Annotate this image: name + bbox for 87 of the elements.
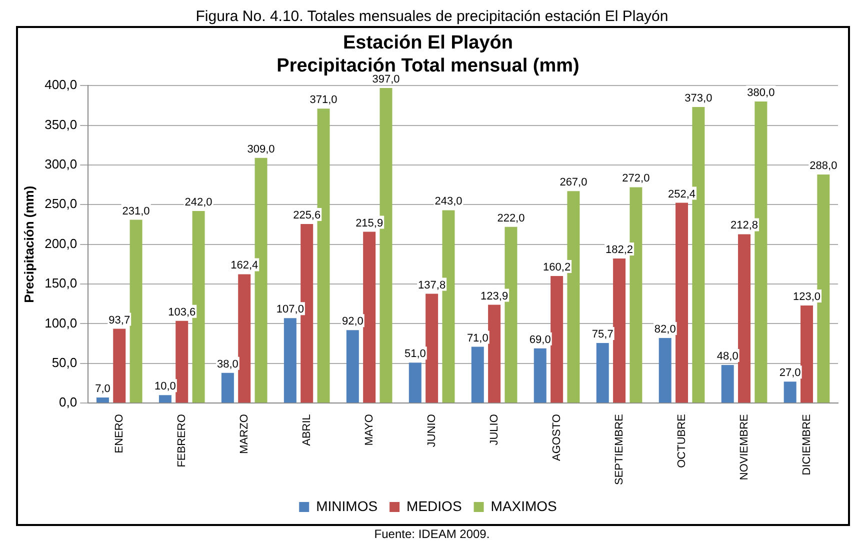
y-axis-title: Precipitación (mm) <box>21 186 36 303</box>
bar <box>471 346 484 403</box>
data-label: 397,0 <box>372 74 400 86</box>
data-label: 107,0 <box>276 304 304 316</box>
x-tick-label: SEPTIEMBRE <box>613 414 626 485</box>
y-tick-label: 0,0 <box>59 394 78 410</box>
bar <box>550 276 564 403</box>
bar <box>158 395 172 403</box>
x-tick-label: ENERO <box>113 414 126 454</box>
bar <box>363 232 376 403</box>
bar <box>130 220 142 403</box>
data-label: 231,0 <box>122 205 150 218</box>
data-label: 371,0 <box>310 94 338 106</box>
bar <box>238 274 251 403</box>
bar <box>408 362 422 403</box>
data-label: 92,0 <box>342 316 364 328</box>
data-label: 69,0 <box>529 334 551 346</box>
bar <box>96 398 109 403</box>
data-label: 38,0 <box>216 358 238 370</box>
x-tick-label: OCTUBRE <box>676 414 688 468</box>
data-label: 309,0 <box>247 143 275 156</box>
y-tick-label: 150,0 <box>44 276 78 291</box>
data-label: 27,0 <box>779 367 801 380</box>
data-label: 82,0 <box>654 324 676 336</box>
data-label: 252,4 <box>668 188 696 200</box>
data-label: 162,4 <box>230 260 258 272</box>
data-label: 10,0 <box>154 380 176 393</box>
bar <box>221 372 234 403</box>
text: Figura No. 4.10. Totales mensuales de precipitación estación El Playón <box>194 8 670 26</box>
bar <box>596 343 609 403</box>
x-tick-label: MARZO <box>238 414 250 454</box>
bar <box>488 304 501 403</box>
data-label: 380,0 <box>747 87 775 100</box>
x-tick-label: DICIEMBRE <box>800 414 813 476</box>
data-label: 71,0 <box>466 332 488 344</box>
data-label: 160,2 <box>543 261 571 274</box>
y-tick-label: 300,0 <box>44 156 78 172</box>
x-tick-label: JUNIO <box>426 414 438 448</box>
bar <box>534 348 546 403</box>
data-label: 288,0 <box>810 160 838 172</box>
data-label: 7,0 <box>95 383 110 396</box>
x-tick-label: JULIO <box>488 414 500 446</box>
data-label: 123,0 <box>792 290 821 303</box>
x-tick-label: FEBRERO <box>176 414 188 468</box>
bar <box>658 338 672 403</box>
x-tick-label: ABRIL <box>300 414 313 446</box>
y-tick-label: 400,0 <box>44 77 78 92</box>
data-label: 215,9 <box>356 217 384 230</box>
bar <box>676 202 688 403</box>
bar <box>721 364 734 403</box>
bar <box>113 328 126 403</box>
legend-label: MEDIOS <box>406 498 462 514</box>
legend-label: MINIMOS <box>316 498 378 514</box>
x-tick-label: NOVIEMBRE <box>738 414 750 480</box>
bar <box>426 294 438 403</box>
y-tick-label: 200,0 <box>44 236 78 251</box>
x-tick-label: AGOSTO <box>550 414 563 461</box>
data-label: 75,7 <box>592 328 614 341</box>
data-label: 182,2 <box>606 244 634 256</box>
bar <box>738 234 751 403</box>
data-label: 48,0 <box>716 350 738 363</box>
data-label: 51,0 <box>404 348 426 360</box>
data-label: 137,8 <box>418 279 446 292</box>
bar <box>176 320 188 403</box>
data-label: 123,9 <box>480 290 508 302</box>
y-tick-label: 50,0 <box>52 354 78 370</box>
data-label: 225,6 <box>293 210 321 222</box>
data-label: 373,0 <box>684 92 712 105</box>
data-label: 267,0 <box>560 176 588 189</box>
bar <box>784 382 796 403</box>
data-label: 272,0 <box>622 172 650 185</box>
data-label: 212,8 <box>730 220 758 232</box>
y-tick-label: 100,0 <box>44 315 78 330</box>
y-tick-label: 350,0 <box>44 116 78 132</box>
y-tick-label: 250,0 <box>44 196 78 212</box>
data-label: 93,7 <box>108 314 130 326</box>
source-note: Fuente: IDEAM 2009. <box>373 526 491 542</box>
data-label: 222,0 <box>497 212 525 224</box>
legend-label: MAXIMOS <box>490 498 557 514</box>
bar <box>346 330 359 403</box>
x-tick-label: MAYO <box>363 414 376 446</box>
data-label: 242,0 <box>184 196 212 209</box>
bar <box>613 258 626 403</box>
data-label: 103,6 <box>168 306 196 318</box>
bar <box>800 305 814 403</box>
data-label: 243,0 <box>434 196 462 208</box>
bar <box>284 318 296 403</box>
